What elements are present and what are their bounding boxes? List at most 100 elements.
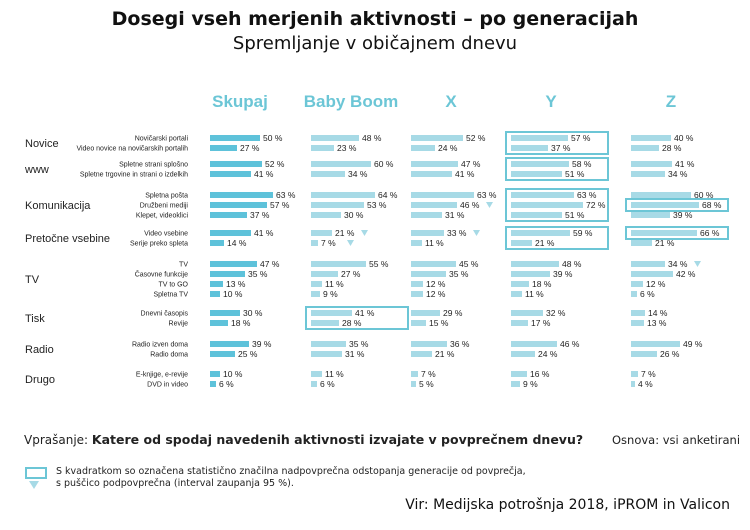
- significance-box: [625, 226, 729, 240]
- value-label: 52 %: [466, 133, 486, 143]
- significance-box: [625, 198, 729, 212]
- item-label: Časovne funkcije: [135, 270, 188, 279]
- value-label: 34 %: [668, 169, 688, 179]
- category-label: Pretočne vsebine: [25, 233, 110, 245]
- value-label: 35 %: [248, 269, 268, 279]
- data-bar: [411, 240, 422, 246]
- value-label: 64 %: [378, 190, 398, 200]
- value-label: 63 %: [577, 190, 597, 200]
- data-bar: [210, 351, 235, 357]
- value-label: 57 %: [270, 200, 290, 210]
- data-bar: [631, 135, 671, 141]
- item-label: Družbeni mediji: [140, 203, 189, 210]
- below-average-arrow-icon: [347, 240, 354, 246]
- value-label: 15 %: [429, 318, 449, 328]
- data-bar: [411, 271, 446, 277]
- category-label: Drugo: [25, 374, 55, 386]
- data-bar: [311, 381, 317, 387]
- data-bar: [210, 291, 220, 297]
- data-bar: [511, 161, 569, 167]
- value-label: 35 %: [449, 269, 469, 279]
- value-label: 24 %: [538, 349, 558, 359]
- data-bar: [631, 320, 644, 326]
- item-label: Radio doma: [150, 352, 188, 359]
- data-bar: [411, 135, 463, 141]
- item-label: TV to GO: [158, 282, 188, 289]
- significance-box: [505, 226, 609, 250]
- value-label: 46 %: [460, 200, 480, 210]
- data-bar: [210, 230, 251, 236]
- generation-header: Baby Boom: [304, 92, 398, 111]
- value-label: 14 %: [648, 308, 668, 318]
- value-label: 40 %: [674, 133, 694, 143]
- question-text: Katere od spodaj navedenih aktivnosti iz…: [91, 432, 584, 447]
- value-label: 6 %: [219, 379, 234, 389]
- value-label: 68 %: [702, 200, 722, 210]
- value-label: 13 %: [647, 318, 667, 328]
- data-bar: [511, 135, 568, 141]
- data-bar: [210, 341, 249, 347]
- data-bar: [210, 371, 220, 377]
- value-label: 42 %: [676, 269, 696, 279]
- value-label: 41 %: [254, 169, 274, 179]
- category-label: www: [24, 164, 49, 176]
- data-bar: [411, 320, 426, 326]
- legend-box-icon: [25, 467, 47, 479]
- data-bar: [411, 202, 457, 208]
- legend-arrow-icon: [29, 481, 39, 489]
- item-label: Revije: [169, 321, 189, 328]
- value-label: 23 %: [337, 143, 357, 153]
- value-label: 32 %: [546, 308, 566, 318]
- value-label: 18 %: [231, 318, 251, 328]
- value-label: 60 %: [374, 159, 394, 169]
- data-bar: [631, 271, 673, 277]
- generation-bar-chart: Skupaj Baby Boom X Y Z Novice Novičarski porta…: [24, 92, 729, 389]
- data-bar: [511, 240, 532, 246]
- value-label: 51 %: [565, 169, 585, 179]
- data-bar: [411, 281, 423, 287]
- value-label: 30 %: [243, 308, 263, 318]
- data-bar: [311, 171, 345, 177]
- item-label: DVD in video: [147, 382, 188, 389]
- data-bar: [311, 240, 318, 246]
- data-bar: [511, 381, 520, 387]
- value-label: 17 %: [531, 318, 551, 328]
- value-label: 4 %: [638, 379, 653, 389]
- item-label: Radio izven doma: [132, 342, 188, 349]
- value-label: 33 %: [447, 228, 467, 238]
- value-label: 21 %: [655, 238, 675, 248]
- value-label: 35 %: [349, 339, 369, 349]
- item-label: Video novice na novičarskih portalih: [76, 146, 188, 153]
- data-bar: [210, 381, 216, 387]
- data-bar: [411, 291, 423, 297]
- value-label: 39 %: [252, 339, 272, 349]
- below-average-arrow-icon: [361, 230, 368, 236]
- value-label: 11 %: [325, 369, 344, 379]
- item-label: Klepet, videoklici: [136, 213, 189, 220]
- data-bar: [511, 320, 528, 326]
- item-label: Spletne strani splošno: [119, 162, 188, 169]
- data-bar: [511, 341, 557, 347]
- data-bar: [311, 135, 359, 141]
- data-bar: [411, 145, 435, 151]
- data-bar: [511, 351, 535, 357]
- value-label: 41 %: [254, 228, 274, 238]
- below-average-arrow-icon: [694, 261, 701, 267]
- value-label: 9 %: [323, 289, 338, 299]
- value-label: 21 %: [435, 349, 455, 359]
- data-bar: [210, 212, 247, 218]
- data-bar: [210, 261, 257, 267]
- value-label: 48 %: [362, 133, 382, 143]
- data-bar: [631, 381, 635, 387]
- category-label: Novice: [25, 138, 59, 150]
- category-label: TV: [25, 274, 40, 286]
- value-label: 29 %: [443, 308, 463, 318]
- item-label: Spletna TV: [153, 292, 188, 299]
- below-average-arrow-icon: [473, 230, 480, 236]
- survey-question: Vprašanje: Katere od spodaj navedenih ak…: [24, 432, 583, 447]
- value-label: 31 %: [345, 349, 365, 359]
- value-label: 12 %: [646, 279, 666, 289]
- data-bar: [311, 341, 346, 347]
- significance-box: [305, 306, 409, 330]
- data-bar: [311, 310, 352, 316]
